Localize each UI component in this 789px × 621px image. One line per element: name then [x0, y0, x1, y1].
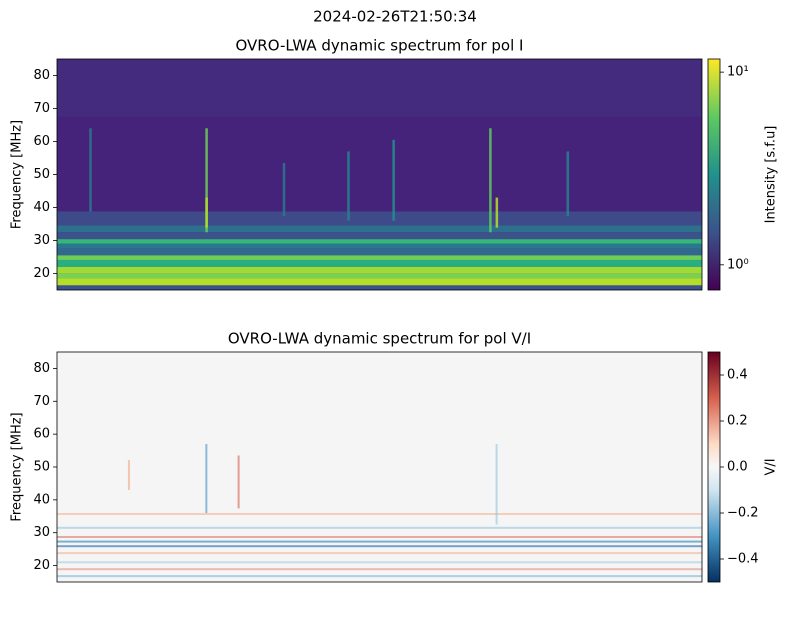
spectrum-texture	[57, 285, 702, 290]
spectrum-texture	[205, 444, 208, 513]
spectrum-texture	[57, 552, 702, 555]
colorbar-tick-label: 0.2	[727, 414, 748, 429]
spectrum-texture	[89, 128, 92, 212]
spectrum-texture	[57, 225, 702, 233]
spectrum-texture	[57, 248, 702, 256]
spectrum-texture	[57, 243, 702, 249]
spectrum-texture	[57, 239, 702, 244]
y-tick-label: 30	[33, 525, 50, 540]
spectrum-texture	[57, 352, 702, 582]
spectrum-texture	[489, 128, 492, 233]
y-tick-label: 50	[33, 460, 50, 475]
spectrum-texture	[57, 575, 702, 578]
colorbar-tick-label: −0.2	[727, 506, 759, 521]
axes-title: OVRO-LWA dynamic spectrum for pol I	[236, 37, 524, 55]
colorbar-label: Intensity [s.f.u]	[764, 126, 779, 224]
y-tick-label: 50	[33, 167, 50, 182]
y-tick-label: 20	[33, 266, 50, 281]
spectrum-texture	[57, 540, 702, 543]
colorbar-tick-label: 10⁰	[727, 257, 749, 272]
spectrum-texture	[392, 139, 395, 221]
spectrum-texture	[205, 197, 208, 228]
spectrum-texture	[57, 255, 702, 260]
y-tick-label: 70	[33, 394, 50, 409]
y-tick-label: 30	[33, 233, 50, 248]
spectrum-texture	[57, 266, 702, 274]
y-tick-label: 80	[33, 361, 50, 376]
colorbar-tick-label: 0.0	[727, 460, 748, 475]
spectrum-texture	[57, 278, 702, 286]
spectrum-texture	[282, 162, 286, 217]
spectrum-texture	[57, 259, 702, 267]
axes-title: OVRO-LWA dynamic spectrum for pol V/I	[228, 330, 531, 348]
colorbar-tick-label: 0.4	[727, 368, 748, 383]
spectrum-texture	[566, 151, 570, 217]
y-tick-label: 60	[33, 427, 50, 442]
colorbar-tick-label: 10¹	[727, 65, 749, 80]
spectrum-texture	[347, 151, 350, 221]
colorbar	[707, 351, 721, 583]
spectrum-texture	[495, 197, 499, 228]
spectrum-texture	[205, 128, 208, 233]
y-tick-label: 60	[33, 134, 50, 149]
spectrum-texture	[57, 545, 702, 548]
y-tick-label: 80	[33, 68, 50, 83]
spectrum-texture	[57, 513, 702, 515]
spectrum-texture	[57, 536, 702, 538]
spectrum-texture	[57, 59, 702, 117]
y-tick-label: 20	[33, 558, 50, 573]
spectrum-texture	[57, 568, 702, 571]
spectrum-texture	[57, 561, 702, 564]
y-tick-label: 40	[33, 200, 50, 215]
spectrum-texture	[57, 273, 702, 279]
spectrum-texture	[57, 526, 702, 529]
spectrum-texture	[237, 455, 240, 509]
y-tick-label: 70	[33, 101, 50, 116]
suptitle: 2024-02-26T21:50:34	[313, 8, 477, 26]
spectrum-texture	[57, 232, 702, 240]
spectrum-texture	[127, 460, 130, 490]
y-tick-label: 40	[33, 492, 50, 507]
y-axis-label: Frequency [MHz]	[10, 120, 25, 229]
spectrum-texture	[495, 444, 498, 525]
colorbar-tick-label: −0.4	[727, 552, 759, 567]
colorbar-label: V/I	[764, 458, 779, 475]
colorbar	[707, 58, 721, 291]
spectrum-texture	[57, 211, 702, 226]
y-axis-label: Frequency [MHz]	[10, 412, 25, 521]
